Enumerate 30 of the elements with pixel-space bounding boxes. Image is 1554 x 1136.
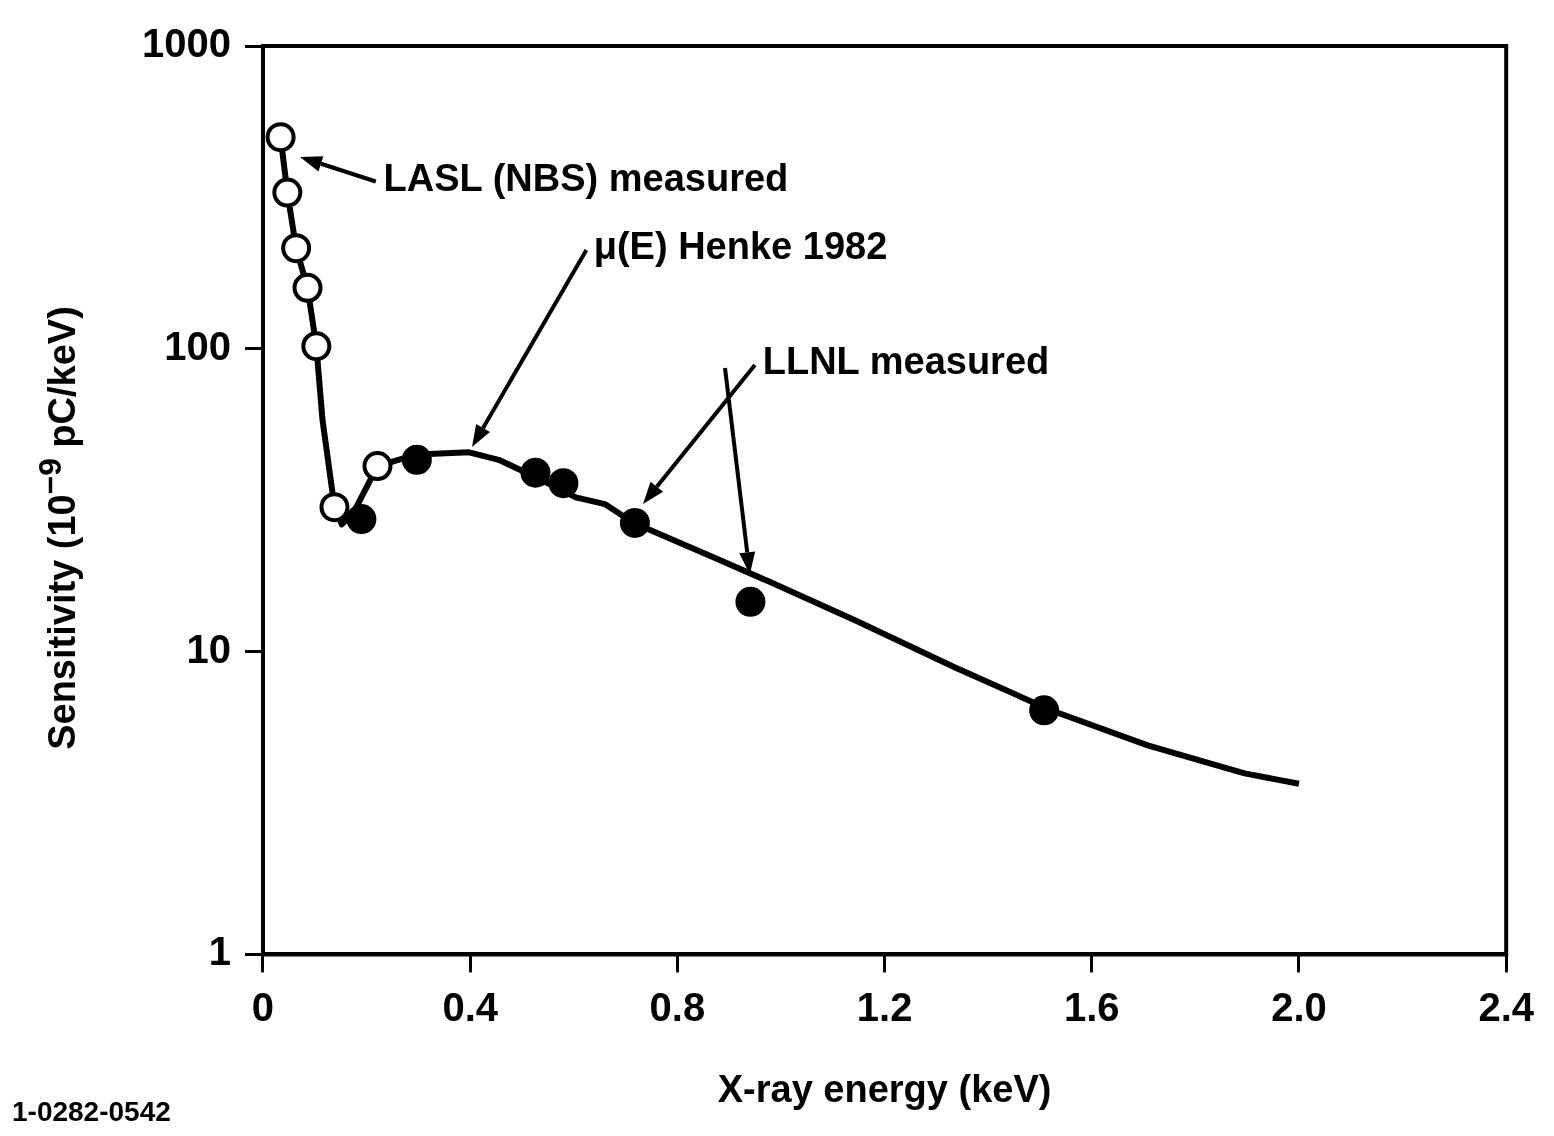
point: [362, 451, 393, 482]
point: [1029, 695, 1060, 726]
point: [281, 233, 312, 264]
point: [548, 468, 579, 499]
x-tick-label: 2.0: [1271, 985, 1327, 1030]
x-tick-label: 2.4: [1478, 985, 1535, 1030]
y-tick-label: 10: [186, 626, 231, 671]
point: [319, 492, 350, 523]
annotation: μ(E) Henke 1982: [593, 225, 888, 268]
point: [401, 444, 432, 475]
annotation: LASL (NBS) measured: [383, 156, 789, 199]
x-tick-label: 1.6: [1063, 985, 1120, 1030]
point: [619, 507, 650, 538]
text: 1-0282-0542: [12, 1096, 171, 1128]
point: [272, 177, 303, 208]
point: [301, 331, 332, 362]
point: [735, 586, 766, 617]
point: [346, 504, 377, 535]
annotation: LLNL measured: [762, 339, 1050, 382]
x-tick-label: 0.4: [442, 985, 499, 1030]
x-axis-title: X-ray energy (keV): [717, 1067, 1052, 1110]
x-tick-label: 0: [251, 985, 275, 1030]
y-tick-label: 1000: [142, 21, 231, 66]
point: [292, 272, 323, 303]
point: [520, 457, 551, 488]
y-tick-label: 100: [164, 323, 231, 368]
x-tick-label: 0.8: [649, 985, 706, 1030]
point: [265, 122, 296, 153]
y-tick-label: 1: [208, 929, 231, 974]
x-tick-label: 1.2: [856, 985, 913, 1030]
